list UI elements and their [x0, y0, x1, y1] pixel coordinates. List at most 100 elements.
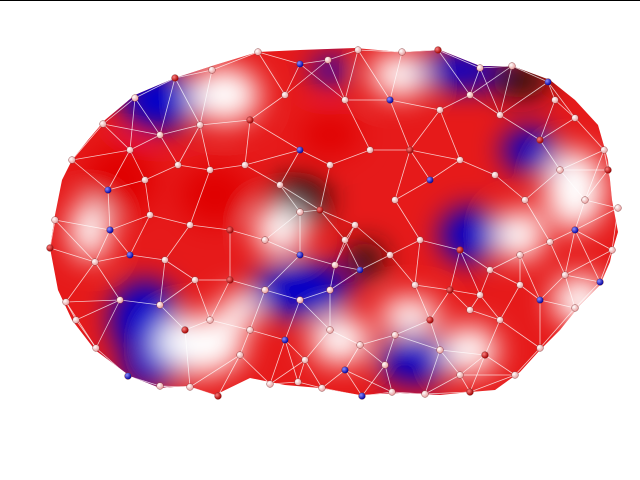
mesh-edge	[297, 359, 306, 383]
mesh-node	[186, 221, 194, 229]
mesh-node	[386, 251, 394, 259]
mesh-edge	[499, 319, 541, 349]
surface-patch	[85, 145, 155, 215]
mesh-edge	[50, 219, 56, 249]
mesh-edge	[65, 301, 97, 349]
mesh-node	[466, 91, 474, 99]
mesh-edge	[564, 229, 576, 276]
mesh-node	[161, 256, 169, 264]
mesh-edge	[304, 329, 331, 361]
mesh-node	[296, 146, 304, 154]
mesh-node	[466, 306, 474, 314]
mesh-node	[391, 196, 399, 204]
mesh-edge	[94, 229, 111, 263]
mesh-edge	[279, 184, 301, 213]
mesh-edge	[159, 279, 196, 306]
surface-patch	[490, 62, 550, 98]
mesh-edge	[102, 97, 136, 125]
mesh-edge	[102, 123, 161, 136]
mesh-node	[156, 131, 164, 139]
mesh-edge	[159, 134, 179, 166]
mesh-node	[146, 211, 154, 219]
mesh-edge	[249, 119, 301, 151]
mesh-edge	[217, 354, 241, 395]
mesh-edge	[499, 81, 549, 116]
mesh-node	[398, 48, 406, 56]
mesh-edge	[564, 274, 601, 283]
mesh-edge	[299, 289, 331, 301]
mesh-edge	[177, 124, 201, 166]
mesh-node	[214, 392, 222, 400]
mesh-edge	[361, 364, 386, 395]
mesh-edge	[239, 354, 271, 385]
mesh-node	[171, 74, 179, 82]
mesh-node	[544, 78, 552, 86]
mesh-node	[391, 331, 399, 339]
mesh-edge	[574, 281, 601, 309]
mesh-node	[354, 46, 362, 54]
mesh-edge	[389, 99, 441, 111]
mesh-edge	[584, 169, 609, 201]
mesh-edge	[394, 179, 431, 201]
mesh-edge	[144, 179, 151, 216]
mesh-edge	[284, 339, 306, 361]
mesh-node	[434, 46, 442, 54]
mesh-edge	[284, 339, 299, 383]
mesh-edge	[394, 319, 431, 336]
mesh-node	[331, 261, 339, 269]
mesh-edge	[164, 259, 196, 281]
mesh-edge	[429, 319, 441, 351]
mesh-edge	[574, 199, 586, 231]
mesh-node	[491, 171, 499, 179]
mesh-node	[536, 344, 544, 352]
mesh-edge	[189, 354, 241, 388]
mesh-node	[208, 66, 216, 74]
mesh-edge	[574, 207, 618, 231]
mesh-node	[426, 316, 434, 324]
mesh-node	[466, 388, 474, 396]
mesh-edge	[394, 149, 411, 201]
mesh-node	[281, 336, 289, 344]
mesh-edge	[209, 164, 246, 171]
mesh-edge	[424, 391, 471, 395]
mesh-node	[496, 111, 504, 119]
mesh-node	[91, 258, 99, 266]
mesh-node	[62, 298, 70, 306]
mesh-edge	[164, 224, 191, 261]
mesh-edge	[319, 209, 346, 241]
mesh-edge	[479, 67, 501, 116]
mesh-edge	[459, 354, 486, 376]
surface-patch	[380, 297, 440, 333]
mesh-node	[536, 136, 544, 144]
mesh-edge	[264, 289, 301, 301]
mesh-edge	[177, 164, 211, 171]
mesh-edge	[65, 261, 96, 303]
mesh-node	[341, 236, 349, 244]
mesh-edge	[244, 119, 251, 166]
mesh-edge	[389, 239, 421, 256]
mesh-edge	[357, 49, 403, 53]
mesh-edge	[189, 169, 211, 226]
mesh-node	[614, 204, 622, 212]
mesh-node	[141, 176, 149, 184]
mesh-edge	[134, 97, 161, 136]
mesh-edge	[284, 299, 301, 341]
mesh-node	[124, 372, 132, 380]
top-border-line	[0, 0, 640, 1]
mesh-edge	[344, 344, 361, 371]
mesh-node	[46, 244, 54, 252]
mesh-edge	[437, 49, 481, 69]
mesh-edge	[71, 123, 104, 161]
mesh-edge	[354, 224, 391, 256]
mesh-node	[481, 351, 489, 359]
surface-patch	[250, 262, 350, 318]
mesh-edge	[437, 49, 471, 96]
mesh-edge	[519, 241, 551, 256]
mesh-edge	[469, 94, 501, 116]
mesh-node	[516, 251, 524, 259]
mesh-node	[126, 146, 134, 154]
mesh-node	[294, 378, 302, 386]
mesh-edge	[249, 94, 286, 121]
